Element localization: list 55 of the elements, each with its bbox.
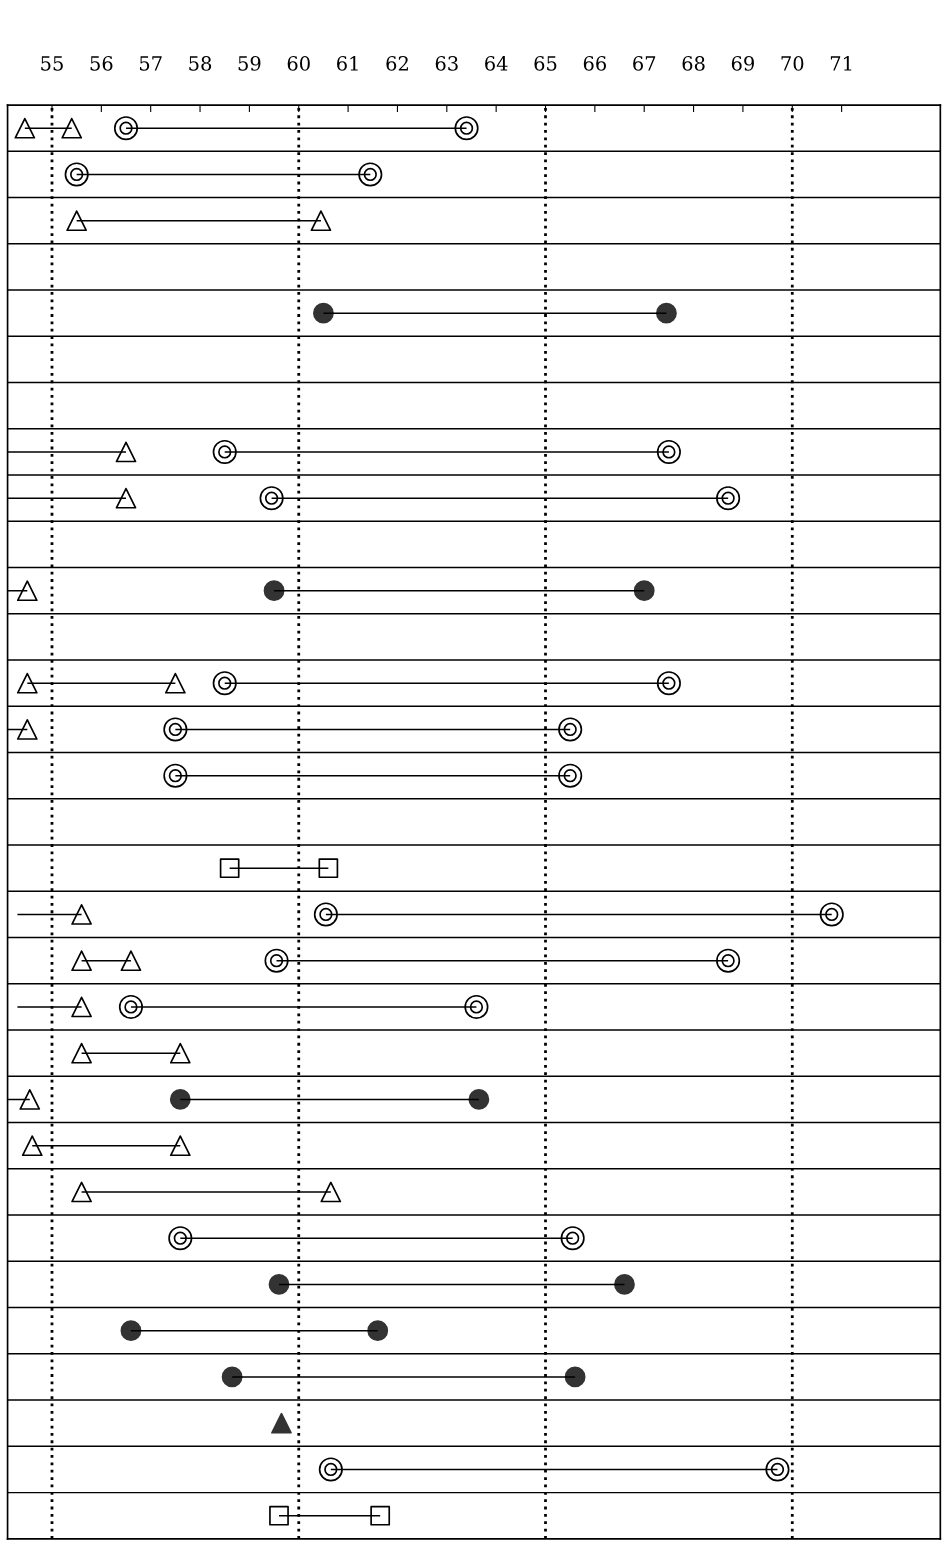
point [16, 719, 38, 740]
x-tick-label: 55 [41, 56, 63, 71]
point [370, 1505, 391, 1526]
point [633, 580, 655, 602]
point [16, 580, 38, 602]
point [16, 672, 38, 694]
point [120, 950, 142, 972]
point [318, 858, 339, 879]
point [656, 302, 677, 324]
x-tick-label: 58 [189, 56, 212, 71]
point [61, 117, 83, 139]
point [115, 487, 137, 509]
point [269, 1505, 289, 1526]
point [271, 1412, 292, 1434]
x-tick-label: 57 [139, 56, 162, 71]
point [169, 1135, 191, 1157]
x-tick-label: 62 [386, 56, 408, 71]
point [614, 1274, 635, 1295]
point [169, 1042, 191, 1064]
point [71, 904, 93, 925]
x-tick-label: 71 [830, 56, 852, 71]
point [468, 1089, 490, 1110]
point [71, 950, 93, 972]
point [263, 580, 285, 602]
x-tick-label: 63 [435, 56, 458, 71]
point [219, 858, 240, 879]
x-tick-label: 65 [534, 56, 557, 71]
point [71, 996, 93, 1018]
point [313, 302, 334, 324]
point [310, 210, 332, 232]
point [320, 1181, 342, 1203]
point [564, 1366, 586, 1388]
point [19, 1089, 41, 1110]
x-tick-label: 61 [337, 56, 358, 71]
point [71, 1042, 93, 1064]
x-tick-label: 66 [583, 56, 607, 71]
x-tick-label: 67 [633, 56, 656, 71]
x-tick-label: 64 [485, 56, 508, 71]
x-tick-label: 56 [90, 56, 113, 71]
x-tick-label: 60 [287, 56, 310, 71]
point [169, 1089, 191, 1110]
point [221, 1366, 243, 1388]
x-tick-label: 59 [238, 56, 261, 71]
point [66, 210, 88, 232]
point [164, 672, 186, 694]
point [268, 1274, 290, 1295]
x-tick-label: 70 [781, 56, 804, 71]
point [115, 441, 137, 463]
x-tick-label: 69 [731, 56, 754, 71]
point [21, 1135, 43, 1157]
x-tick-label: 68 [682, 56, 705, 71]
point [120, 1320, 142, 1342]
point [14, 117, 36, 139]
point [367, 1320, 389, 1342]
point [71, 1181, 93, 1203]
